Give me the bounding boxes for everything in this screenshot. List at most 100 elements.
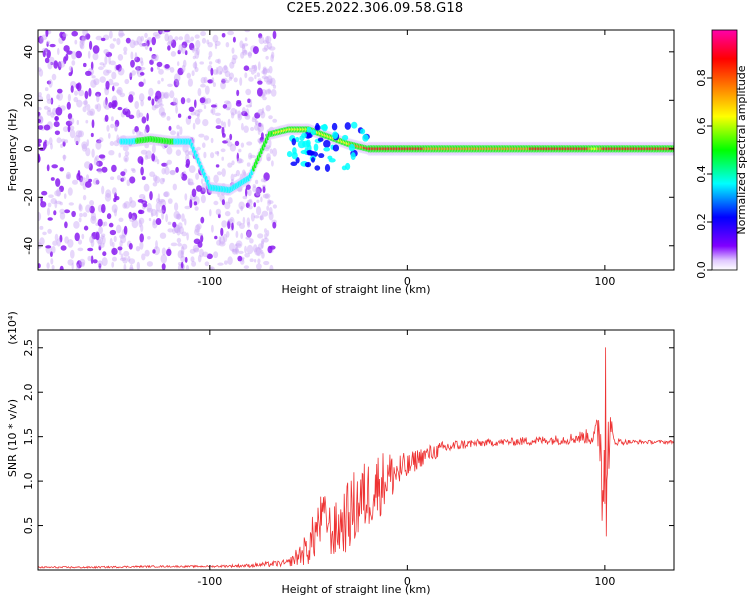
noise-blob	[165, 213, 169, 223]
noise-blob	[173, 97, 176, 105]
noise-blob	[78, 203, 82, 211]
snr-y-tick-label: 1.5	[22, 428, 35, 446]
colorbar-tick-label: 0.8	[695, 69, 708, 87]
noise-blob	[65, 120, 73, 127]
noise-blob	[108, 222, 114, 228]
noise-blob	[230, 173, 235, 182]
noise-blob	[136, 109, 141, 119]
noise-blob	[59, 212, 66, 220]
noise-blob	[67, 124, 71, 133]
noise-blob	[272, 221, 277, 229]
noise-blob	[235, 101, 242, 107]
noise-blob	[99, 62, 105, 66]
noise-blob	[64, 236, 69, 244]
noise-blob	[74, 134, 81, 144]
noise-blob	[257, 80, 263, 85]
noise-blob	[154, 34, 161, 39]
noise-blob	[49, 251, 53, 257]
noise-blob	[172, 221, 177, 228]
noise-blob	[262, 40, 268, 44]
noise-blob	[191, 70, 195, 77]
noise-blob	[256, 199, 260, 203]
noise-blob	[146, 112, 149, 122]
noise-blob	[112, 82, 120, 87]
noise-blob	[91, 119, 95, 129]
turbulence-blob	[295, 136, 300, 143]
noise-blob	[129, 196, 133, 204]
noise-blob	[140, 166, 144, 176]
noise-blob	[147, 96, 152, 101]
noise-blob	[244, 252, 250, 258]
noise-blob	[215, 59, 220, 64]
noise-blob	[268, 207, 273, 215]
noise-blob	[212, 69, 218, 75]
noise-blob	[244, 30, 251, 33]
noise-blob	[112, 256, 117, 262]
noise-blob	[181, 173, 188, 181]
spectrogram-x-tick-label: 100	[594, 275, 615, 288]
noise-blob	[108, 132, 111, 139]
noise-blob	[144, 154, 149, 160]
noise-blob	[129, 176, 136, 184]
spectrogram-x-tick-label: 0	[404, 275, 411, 288]
noise-blob	[87, 50, 91, 59]
noise-blob	[232, 248, 240, 253]
noise-blob	[87, 247, 94, 252]
noise-blob	[219, 71, 223, 75]
noise-blob	[217, 213, 221, 219]
noise-blob	[79, 212, 83, 218]
noise-blob	[224, 100, 231, 105]
noise-blob	[59, 201, 63, 206]
noise-blob	[184, 150, 190, 156]
noise-blob	[138, 93, 145, 102]
noise-blob	[46, 98, 52, 104]
noise-blob	[188, 106, 195, 113]
noise-blob	[98, 245, 102, 251]
noise-blob	[260, 111, 266, 119]
noise-blob	[247, 98, 251, 104]
noise-blob	[144, 32, 148, 39]
noise-blob	[244, 112, 248, 117]
noise-blob	[67, 187, 73, 196]
noise-blob	[42, 50, 46, 58]
noise-blob	[51, 73, 57, 81]
noise-blob	[73, 96, 79, 103]
noise-blob	[200, 234, 204, 243]
noise-blob	[38, 125, 44, 130]
noise-blob	[53, 121, 60, 128]
noise-blob	[215, 125, 222, 129]
turbulence-blob	[324, 164, 331, 172]
noise-blob	[85, 204, 92, 213]
snr-x-tick-label: 0	[404, 575, 411, 588]
noise-blob	[114, 208, 117, 217]
noise-blob	[112, 38, 117, 42]
noise-blob	[244, 72, 248, 79]
noise-blob	[235, 109, 238, 115]
noise-blob	[202, 119, 209, 127]
noise-blob	[266, 68, 270, 74]
noise-blob	[246, 230, 251, 238]
noise-blob	[143, 183, 150, 192]
noise-blob	[194, 60, 197, 70]
noise-blob	[215, 66, 219, 75]
noise-blob	[108, 78, 114, 86]
noise-blob	[115, 64, 120, 71]
noise-blob	[211, 107, 216, 116]
noise-blob	[235, 240, 243, 249]
noise-blob	[118, 30, 124, 38]
noise-blob	[167, 83, 173, 88]
turbulence-blob	[362, 134, 369, 142]
noise-blob	[111, 164, 117, 173]
noise-blob	[123, 225, 128, 235]
noise-blob	[208, 56, 211, 60]
noise-blob	[76, 99, 83, 108]
noise-blob	[118, 152, 121, 158]
noise-blob	[271, 160, 274, 167]
noise-blob	[66, 101, 71, 110]
noise-blob	[79, 258, 86, 266]
noise-blob	[256, 206, 262, 216]
noise-blob	[214, 235, 218, 240]
noise-blob	[75, 83, 80, 90]
noise-blob	[151, 144, 156, 154]
noise-blob	[268, 46, 276, 51]
